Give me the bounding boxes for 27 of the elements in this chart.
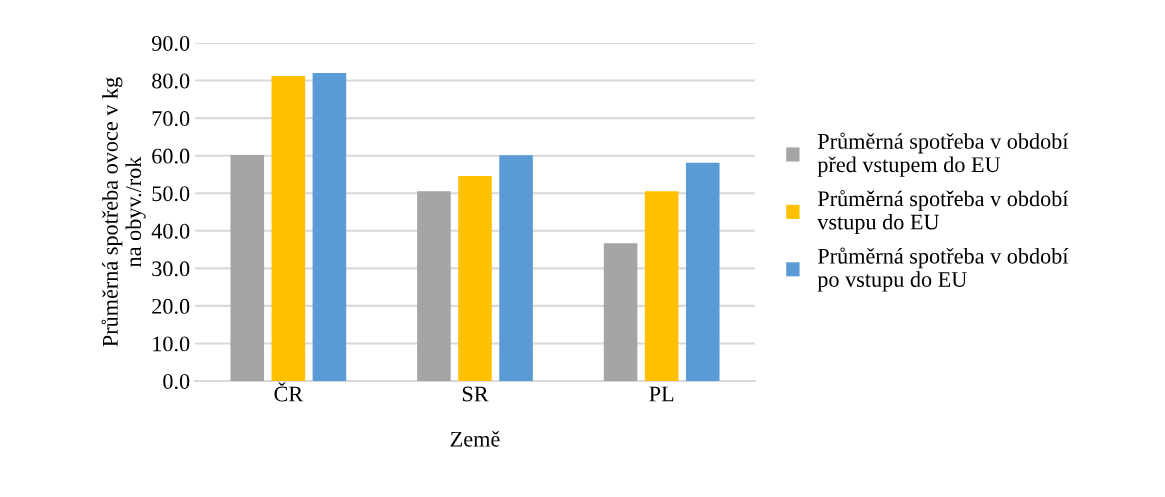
y-axis-title: Průměrná spotřeba ovoce v kg na obyv./rok: [101, 77, 146, 347]
bar: [644, 191, 679, 381]
y-tick-label: 80.0: [152, 73, 190, 89]
x-tick-label: SR: [462, 386, 489, 402]
y-tick-label: 40.0: [151, 223, 190, 239]
bar: [685, 162, 720, 381]
y-tick-label: 90.0: [151, 35, 190, 52]
x-tick-label: ČR: [274, 382, 304, 402]
y-tick-label: 0.0: [163, 373, 190, 390]
legend-label: Průměrná spotřeba v období vstupu do EU: [817, 190, 1069, 235]
x-axis-title: Země: [450, 430, 500, 447]
y-tick-label: 50.0: [152, 186, 190, 202]
bar: [417, 191, 451, 381]
legend-label: Průměrná spotřeba v období před vstupem do EU: [817, 132, 1069, 177]
bar: [271, 76, 306, 381]
y-tick-label: 20.0: [152, 298, 190, 314]
y-tick-label: 30.0: [152, 261, 190, 277]
bar: [312, 73, 347, 381]
bar: [458, 175, 492, 381]
x-tick-label: PL: [649, 386, 674, 402]
y-tick-label: 10.0: [153, 336, 190, 352]
bar: [603, 243, 638, 381]
bar: [230, 154, 265, 381]
y-tick-label: 70.0: [152, 111, 190, 127]
legend-label: Průměrná spotřeba v období po vstupu do EU: [817, 247, 1069, 292]
y-tick-label: 60.0: [152, 148, 190, 164]
bar: [499, 155, 533, 381]
